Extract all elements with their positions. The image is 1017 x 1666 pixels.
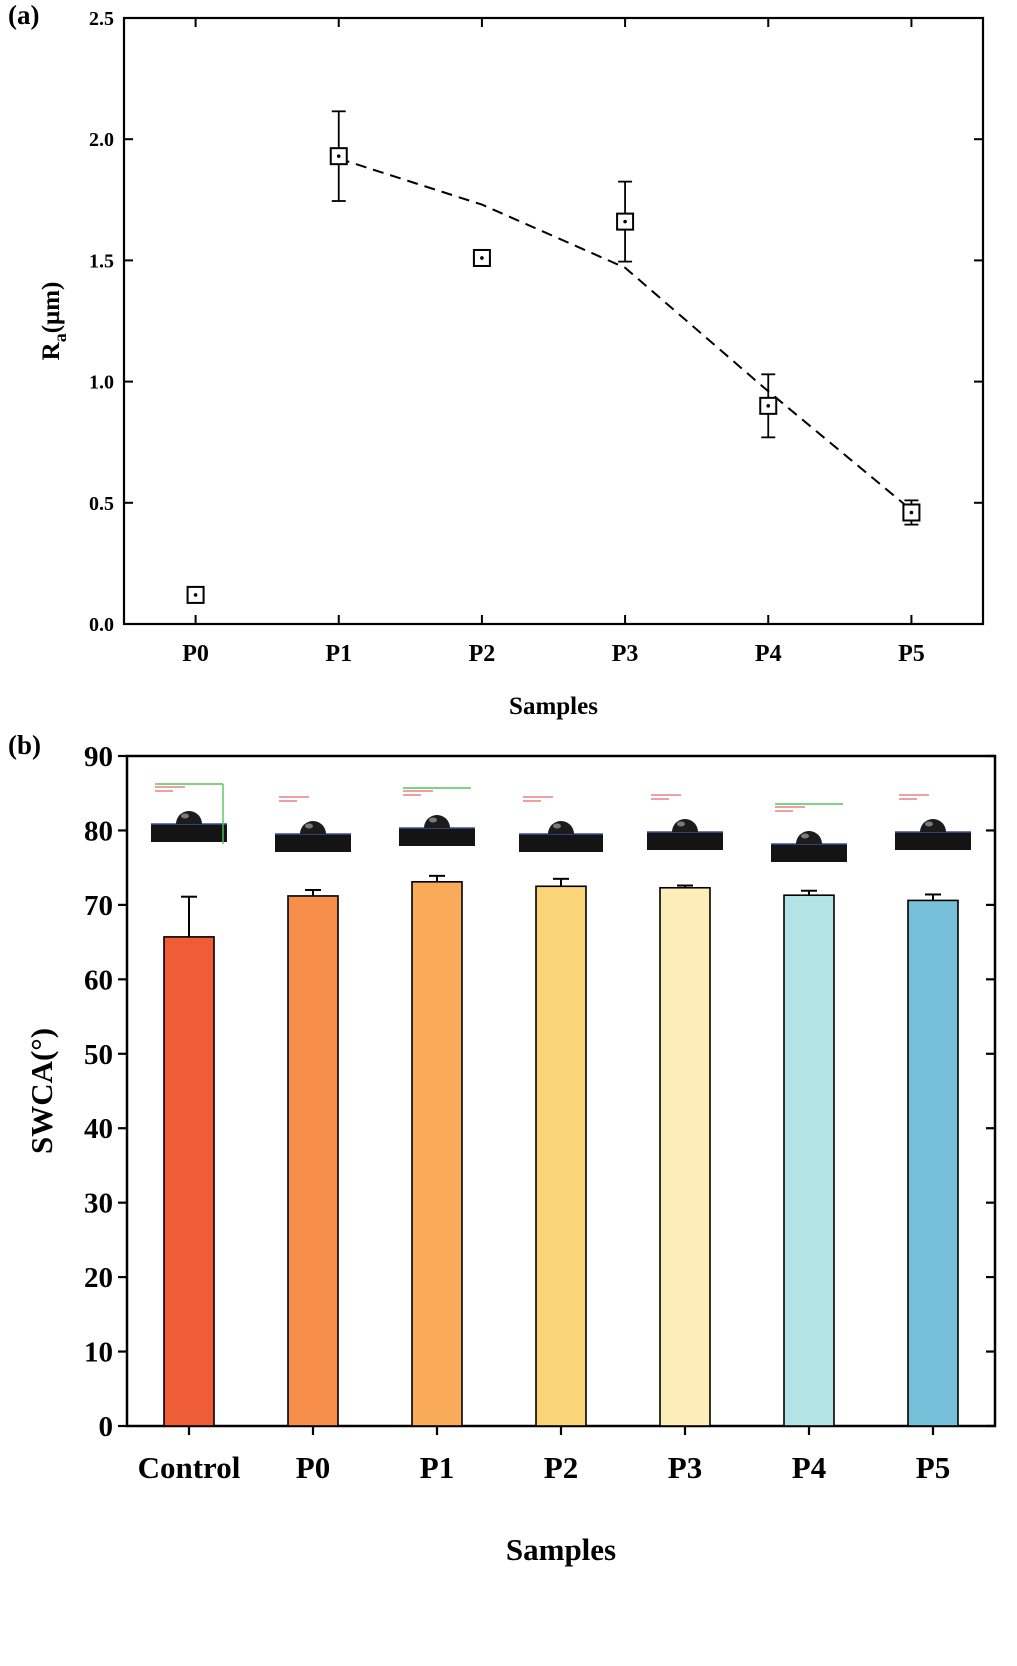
panel-label-b: (b) <box>8 730 41 760</box>
substrate <box>151 824 227 842</box>
plot-frame-a <box>122 16 985 626</box>
y-tick-label: 2.0 <box>89 129 114 151</box>
trend-line <box>338 157 913 511</box>
y-axis-title-unit: (μm) <box>38 282 65 334</box>
droplet-highlight <box>677 821 685 827</box>
data-point-center <box>193 593 198 597</box>
droplet-image <box>895 794 971 850</box>
droplet <box>424 815 450 828</box>
droplet-highlight <box>553 823 561 829</box>
data-point-center <box>623 219 627 224</box>
droplet <box>796 831 822 844</box>
droplet-highlight <box>429 817 437 823</box>
droplet-highlight <box>801 833 809 839</box>
bar <box>783 894 835 1427</box>
bar <box>163 936 215 1427</box>
x-tick-label: P1 <box>420 1450 454 1485</box>
substrate <box>647 832 723 850</box>
y-tick-label: 40 <box>84 1113 113 1145</box>
data-point-center <box>336 154 341 158</box>
droplet <box>920 819 946 832</box>
droplet-image <box>275 796 351 852</box>
droplet <box>548 821 574 834</box>
y-axis-title: Ra(μm) <box>38 282 70 361</box>
y-tick-label: 30 <box>84 1188 113 1220</box>
substrate <box>895 832 971 850</box>
y-tick-label: 70 <box>84 890 113 922</box>
x-tick-label: Control <box>138 1450 241 1485</box>
y-axis-title-main: R <box>38 341 65 360</box>
droplet-highlight <box>925 821 933 827</box>
substrate <box>275 834 351 852</box>
x-tick-label: P5 <box>916 1450 950 1485</box>
y-tick-label: 20 <box>84 1262 113 1294</box>
bar <box>659 886 711 1427</box>
x-tick-label: P4 <box>792 1450 826 1485</box>
x-tick-label: P0 <box>296 1450 330 1485</box>
x-tick-label: P1 <box>325 641 352 667</box>
y-tick-label: 0.5 <box>89 493 114 515</box>
substrate <box>519 834 603 852</box>
x-tick-label: P2 <box>469 641 496 667</box>
y-tick-label: 80 <box>84 815 113 847</box>
y-axis-title-subscript: a <box>50 333 70 342</box>
y-axis-title: SWCA(°) <box>24 1028 59 1154</box>
bar <box>907 899 959 1427</box>
y-tick-label: 1.0 <box>89 372 114 394</box>
x-axis-title: Samples <box>506 1532 616 1567</box>
x-tick-label: P3 <box>668 1450 702 1485</box>
y-tick-label: 60 <box>84 964 113 996</box>
droplet-image <box>399 787 475 846</box>
x-tick-label: P4 <box>755 641 782 667</box>
panel-a: (a) 0.0 0.5 1.0 1.5 2.0 2.5 P0 P1 P2 P3 P4 P5 Samples… <box>0 0 1017 730</box>
bar <box>287 895 339 1427</box>
droplet <box>672 819 698 832</box>
droplet <box>300 821 326 834</box>
bar <box>535 885 587 1427</box>
droplet <box>176 811 202 824</box>
contact-angle-chart: (b) 0 10 20 30 40 50 60 70 80 90 SWCA(°) Control P0 P1… <box>8 730 997 1567</box>
y-tick-label: 0 <box>99 1411 114 1443</box>
bar <box>411 881 463 1427</box>
x-tick-label: P5 <box>898 641 925 667</box>
x-axis-title: Samples <box>509 693 598 720</box>
y-tick-label: 0.0 <box>89 614 114 636</box>
droplet-image <box>771 803 847 862</box>
substrate <box>399 828 475 846</box>
droplet-highlight <box>181 813 189 819</box>
data-point-center <box>909 510 914 515</box>
y-tick-label: 2.5 <box>89 8 114 30</box>
y-tick-label: 90 <box>84 741 113 773</box>
droplet-image <box>151 783 227 844</box>
droplet-image <box>647 794 723 850</box>
droplet-image <box>519 796 603 852</box>
panel-label-a: (a) <box>8 0 39 30</box>
x-tick-label: P2 <box>544 1450 578 1485</box>
x-tick-label: P3 <box>612 641 639 667</box>
y-tick-label: 50 <box>84 1039 113 1071</box>
y-tick-label: 10 <box>84 1337 113 1369</box>
x-tick-label: P0 <box>182 641 209 667</box>
panel-b: (b) 0 10 20 30 40 50 60 70 80 90 SWCA(°) Control P0 P1… <box>0 730 1017 1666</box>
roughness-chart: (a) 0.0 0.5 1.0 1.5 2.0 2.5 P0 P1 P2 P3 P4 P5 Samples… <box>8 0 985 720</box>
droplet-highlight <box>305 823 313 829</box>
y-tick-label: 1.5 <box>89 250 114 272</box>
data-point-center <box>480 256 484 260</box>
substrate <box>771 844 847 862</box>
data-point-center <box>766 404 771 408</box>
